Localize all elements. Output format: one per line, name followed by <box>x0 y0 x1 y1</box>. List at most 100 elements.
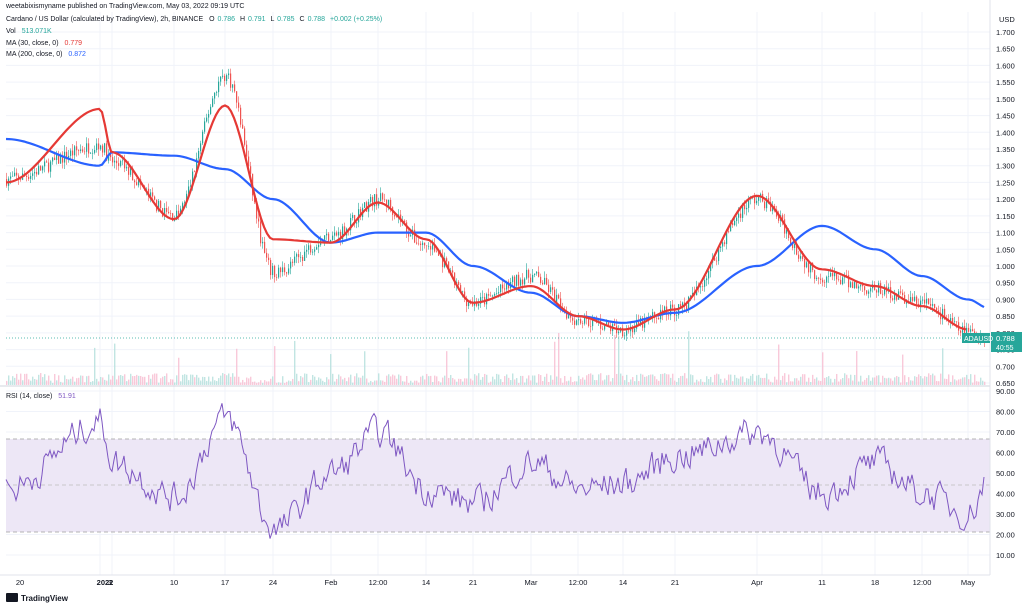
candle-body <box>44 161 46 167</box>
volume-bar <box>598 374 600 385</box>
volume-bar <box>596 380 598 385</box>
candle-body <box>478 303 480 306</box>
candle-body <box>218 81 220 93</box>
ohlc-o-label: O <box>209 16 215 23</box>
candle-body <box>164 208 166 217</box>
ma30-line <box>5 104 967 331</box>
volume-bar <box>400 375 402 385</box>
volume-bar <box>792 381 794 385</box>
volume-bar <box>190 374 192 385</box>
price-tick-label: 1.700 <box>996 28 1015 37</box>
candle-body <box>944 308 946 320</box>
candle-body <box>182 203 184 209</box>
volume-bar <box>748 378 750 385</box>
candle-body <box>764 201 766 209</box>
candle-body <box>384 199 386 201</box>
candle-body <box>432 244 434 250</box>
rsi-axis[interactable]: 90.00 80.00 70.00 60.00 50.00 40.00 30.00 20.00… <box>996 387 1015 560</box>
volume-bar <box>134 376 136 385</box>
rsi-tick-label: 40.00 <box>996 490 1015 499</box>
candle-body <box>408 232 410 237</box>
volume-bar <box>878 375 880 385</box>
candle-body <box>388 199 390 207</box>
volume-bar <box>822 352 824 385</box>
volume-bar <box>648 375 650 385</box>
candle-body <box>330 239 332 243</box>
candle-body <box>26 175 28 177</box>
volume-bar <box>524 382 526 385</box>
candle-body <box>938 310 940 313</box>
volume-bar <box>926 376 928 385</box>
volume-bar <box>296 373 298 385</box>
candle-body <box>150 192 152 197</box>
volume-bar <box>600 373 602 385</box>
ohlc-c-value: 0.788 <box>308 16 326 23</box>
volume-bar <box>912 380 914 385</box>
volume-bar <box>862 381 864 385</box>
rsi-band <box>6 439 990 532</box>
ma200-label: MA (200, close, 0) <box>6 51 62 58</box>
volume-bar <box>462 381 464 385</box>
volume-bar <box>490 381 492 385</box>
candle-body <box>860 284 862 287</box>
candle-body <box>352 215 354 218</box>
volume-bar <box>64 375 66 385</box>
volume-bar <box>10 380 12 385</box>
tradingview-logo[interactable]: TradingView <box>6 593 69 603</box>
volume-bar <box>802 374 804 385</box>
candle-body <box>700 286 702 288</box>
volume-bar <box>636 374 638 385</box>
candle-body <box>708 271 710 279</box>
candle-body <box>390 199 392 208</box>
volume-bar <box>268 381 270 385</box>
candle-body <box>588 319 590 326</box>
price-tick-label: 0.650 <box>996 379 1015 388</box>
candle-body <box>494 294 496 296</box>
candle-body <box>970 329 972 332</box>
candle-body <box>858 286 860 289</box>
candle-body <box>382 193 384 200</box>
candle-body <box>196 158 198 172</box>
volume-bar <box>890 378 892 385</box>
candle-body <box>132 168 134 181</box>
rsi-tick-label: 60.00 <box>996 449 1015 458</box>
volume-bar <box>234 376 236 385</box>
candle-body <box>560 298 562 310</box>
candle-body <box>234 84 236 92</box>
candle-body <box>34 171 36 174</box>
volume-bar <box>328 379 330 385</box>
candle-body <box>396 216 398 218</box>
candle-body <box>54 157 56 161</box>
volume-bar <box>104 379 106 385</box>
volume-bar <box>638 381 640 385</box>
candle-body <box>288 268 290 274</box>
candle-body <box>504 288 506 290</box>
candle-body <box>910 297 912 303</box>
time-tick-label: 14 <box>422 578 430 587</box>
volume-bar <box>730 374 732 385</box>
volume-bar <box>892 380 894 385</box>
volume-bar <box>950 381 952 385</box>
volume-bar <box>980 377 982 385</box>
time-tick-label: Apr <box>751 578 763 587</box>
time-tick-label: 2022 <box>97 578 114 587</box>
volume-bar <box>406 375 408 385</box>
volume-bar <box>682 375 684 385</box>
volume-bar <box>254 381 256 385</box>
volume-bar <box>932 373 934 385</box>
candle-body <box>674 307 676 316</box>
volume-bar <box>450 374 452 385</box>
volume-bar <box>106 380 108 385</box>
volume-bar <box>530 380 532 385</box>
candle-body <box>632 326 634 333</box>
volume-bar <box>178 357 180 385</box>
price-tag-symbol: ADAUSD <box>964 336 993 343</box>
volume-bar <box>534 375 536 385</box>
volume-bar <box>466 378 468 385</box>
candle-body <box>714 257 716 261</box>
candle-body <box>518 274 520 286</box>
candle-body <box>822 279 824 283</box>
candle-body <box>36 171 38 175</box>
